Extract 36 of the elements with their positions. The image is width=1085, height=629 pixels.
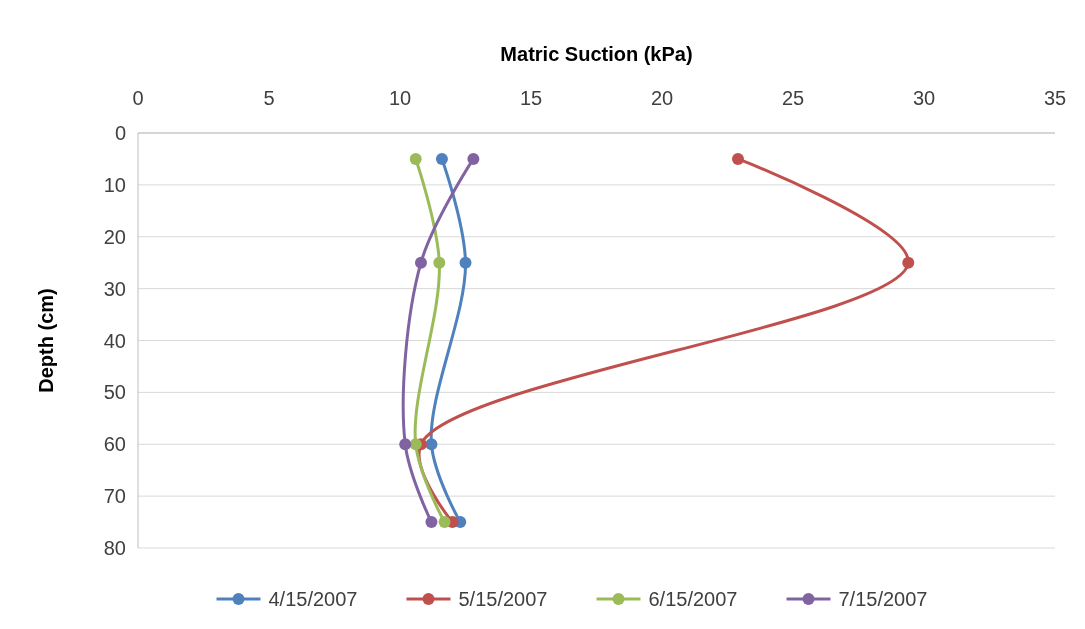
point [459,256,472,269]
point [433,256,446,269]
legend-label: 4/15/2007 [268,588,358,610]
point [467,152,480,165]
y-axis-title: Depth (cm) [35,288,57,393]
legend-label: 7/15/2007 [838,588,928,610]
point [435,152,448,165]
point [409,438,422,451]
point [414,256,427,269]
y-tick-label: 30 [103,277,126,300]
point [399,438,412,451]
point [902,256,915,269]
y-tick-label: 20 [103,225,126,248]
point [438,516,451,529]
y-tick-label: 60 [103,433,126,456]
x-tick-label: 30 [912,87,936,109]
x-tick-label: 20 [650,87,674,109]
y-tick-label: 50 [103,381,126,404]
y-tick-label: 40 [103,329,126,352]
y-tick-label: 10 [103,173,126,196]
point [425,438,438,451]
point [425,516,438,529]
x-tick-label: 25 [781,87,805,109]
point [409,152,422,165]
x-tick-label: 10 [388,87,412,109]
x-axis-title: Matric Suction (kPa) [500,43,693,65]
x-tick-label: 0 [132,87,144,109]
point [731,152,744,165]
legend-label: 6/15/2007 [648,588,738,610]
legend-label: 5/15/2007 [458,588,548,610]
x-tick-label: 35 [1043,87,1067,109]
y-tick-label: 0 [114,122,126,144]
y-tick-label: 80 [103,537,126,559]
x-tick-label: 5 [263,87,275,109]
x-tick-label: 15 [519,87,543,109]
y-tick-label: 70 [103,485,126,508]
